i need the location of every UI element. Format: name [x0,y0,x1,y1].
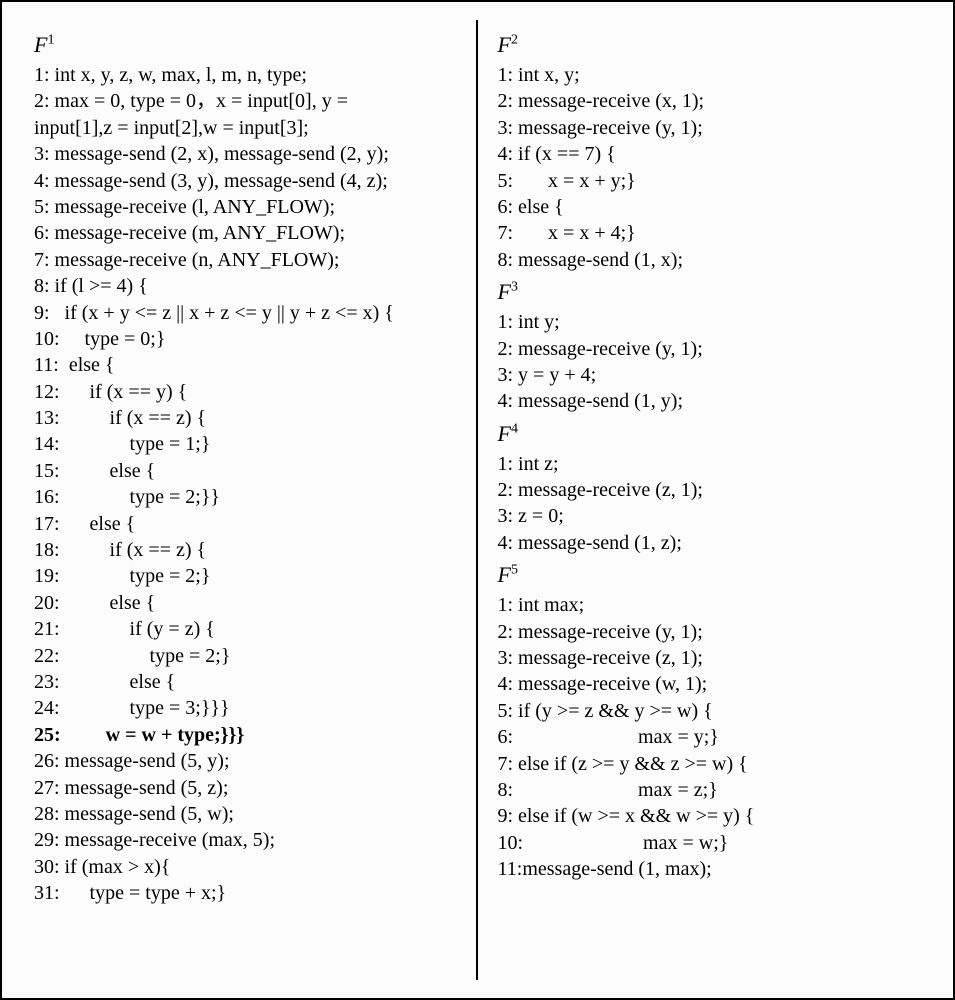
block-title-f1: F1 [34,32,462,58]
code-line: 2: message-receive (y, 1); [498,619,922,645]
code-line: 22: type = 2;} [34,643,462,669]
block-title-f2: F2 [498,32,922,58]
code-lines-f4: 1: int z;2: message-receive (z, 1);3: z … [498,451,922,557]
code-line: 14: type = 1;} [34,431,462,457]
code-lines-f5: 1: int max;2: message-receive (y, 1);3: … [498,592,922,882]
code-line: 15: else { [34,458,462,484]
code-line: 17: else { [34,511,462,537]
right-column: F2 1: int x, y;2: message-receive (x, 1)… [478,20,936,980]
code-line: 20: else { [34,590,462,616]
title-base: F [498,32,511,57]
code-line: 1: int x, y; [498,62,922,88]
code-line: 25: w = w + type;}}} [34,722,462,748]
code-line: 31: type = type + x;} [34,880,462,906]
code-line: 4: if (x == 7) { [498,141,922,167]
code-line: 27: message-send (5, z); [34,775,462,801]
code-line: 2: max = 0, type = 0，x = input[0], y = [34,88,462,114]
block-title-f3: F3 [498,279,922,305]
title-sup: 3 [511,280,518,295]
code-line: 8: message-send (1, x); [498,247,922,273]
code-line: 30: if (max > x){ [34,854,462,880]
code-line: 24: type = 3;}}} [34,695,462,721]
code-line: 9: else if (w >= x && w >= y) { [498,803,922,829]
code-line: 5: x = x + y;} [498,168,922,194]
block-f5: F5 1: int max;2: message-receive (y, 1);… [498,562,922,882]
code-line: 1: int max; [498,592,922,618]
code-line: 21: if (y = z) { [34,616,462,642]
code-line: 18: if (x == z) { [34,537,462,563]
code-line: 3: message-receive (y, 1); [498,115,922,141]
code-line: 4: message-send (3, y), message-send (4,… [34,168,462,194]
code-line: 1: int x, y, z, w, max, l, m, n, type; [34,62,462,88]
code-line: 7: else if (z >= y && z >= w) { [498,751,922,777]
code-line: 3: y = y + 4; [498,362,922,388]
code-line: 10: max = w;} [498,830,922,856]
code-lines-f3: 1: int y;2: message-receive (y, 1);3: y … [498,309,922,415]
title-base: F [498,279,511,304]
title-base: F [34,32,47,57]
code-line: 2: message-receive (x, 1); [498,88,922,114]
title-sup: 5 [511,563,518,578]
code-line: 2: message-receive (y, 1); [498,336,922,362]
title-base: F [498,421,511,446]
block-f4: F4 1: int z;2: message-receive (z, 1);3:… [498,421,922,557]
code-line: 4: message-send (1, z); [498,530,922,556]
block-title-f4: F4 [498,421,922,447]
code-lines-f2: 1: int x, y;2: message-receive (x, 1);3:… [498,62,922,273]
code-line: 8: max = z;} [498,777,922,803]
code-line: 16: type = 2;}} [34,484,462,510]
code-line: 9: if (x + y <= z || x + z <= y || y + z… [34,300,462,326]
left-column: F1 1: int x, y, z, w, max, l, m, n, type… [20,20,478,980]
block-title-f5: F5 [498,562,922,588]
code-line: 4: message-send (1, y); [498,388,922,414]
block-f3: F3 1: int y;2: message-receive (y, 1);3:… [498,279,922,415]
code-line: 3: message-send (2, x), message-send (2,… [34,141,462,167]
code-line: 7: message-receive (n, ANY_FLOW); [34,247,462,273]
code-line: 28: message-send (5, w); [34,801,462,827]
code-line: 3: z = 0; [498,503,922,529]
title-sup: 1 [47,33,54,48]
code-line: 7: x = x + 4;} [498,220,922,246]
title-sup: 4 [511,421,518,436]
code-line: 29: message-receive (max, 5); [34,827,462,853]
code-figure: F1 1: int x, y, z, w, max, l, m, n, type… [0,0,955,1000]
code-line: 12: if (x == y) { [34,379,462,405]
title-sup: 2 [511,33,518,48]
block-f2: F2 1: int x, y;2: message-receive (x, 1)… [498,32,922,273]
code-line: 3: message-receive (z, 1); [498,645,922,671]
code-line: 4: message-receive (w, 1); [498,671,922,697]
code-line: 13: if (x == z) { [34,405,462,431]
code-line: 6: message-receive (m, ANY_FLOW); [34,220,462,246]
code-line: 1: int y; [498,309,922,335]
code-line: 6: else { [498,194,922,220]
code-line: 8: if (l >= 4) { [34,273,462,299]
title-base: F [498,562,511,587]
code-line: 23: else { [34,669,462,695]
code-line: 5: message-receive (l, ANY_FLOW); [34,194,462,220]
code-line: 10: type = 0;} [34,326,462,352]
code-line: 26: message-send (5, y); [34,748,462,774]
code-line: 6: max = y;} [498,724,922,750]
code-line: 19: type = 2;} [34,563,462,589]
block-f1: F1 1: int x, y, z, w, max, l, m, n, type… [34,32,462,907]
code-lines-f1: 1: int x, y, z, w, max, l, m, n, type;2:… [34,62,462,907]
code-line: 11:message-send (1, max); [498,856,922,882]
code-line: 5: if (y >= z && y >= w) { [498,698,922,724]
code-line: 1: int z; [498,451,922,477]
code-line: input[1],z = input[2],w = input[3]; [34,115,462,141]
code-line: 11: else { [34,352,462,378]
code-line: 2: message-receive (z, 1); [498,477,922,503]
